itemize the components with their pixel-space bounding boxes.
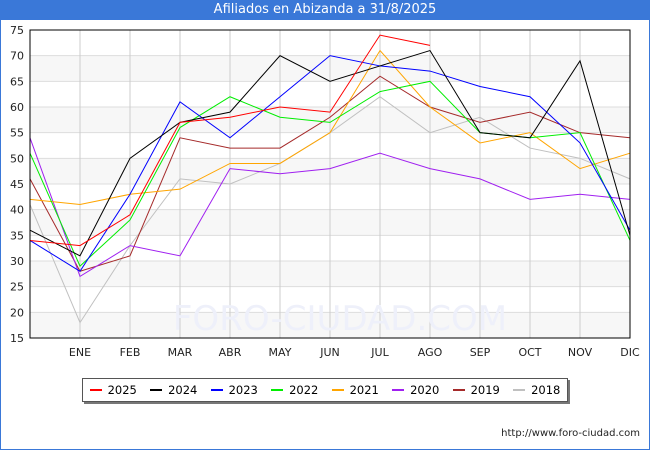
x-tick-label: DIC xyxy=(620,346,640,359)
legend-swatch xyxy=(513,389,526,391)
y-tick-label: 60 xyxy=(10,101,24,114)
legend-swatch xyxy=(89,389,102,391)
x-tick-label: JUN xyxy=(319,346,340,359)
legend-label: 2025 xyxy=(107,383,137,397)
series-line-2020 xyxy=(29,137,631,278)
legend-item-2019: 2019 xyxy=(452,383,500,397)
legend-item-2020: 2020 xyxy=(392,383,439,397)
legend-item-2018: 2018 xyxy=(513,383,560,397)
watermark: FORO-CIUDAD.COM xyxy=(173,299,507,339)
y-tick-label: 35 xyxy=(10,229,24,242)
y-tick-label: 20 xyxy=(10,306,24,319)
y-tick-label: 45 xyxy=(10,178,24,191)
legend-swatch xyxy=(271,389,284,391)
legend-label: 2023 xyxy=(228,383,258,397)
legend-swatch xyxy=(331,389,344,391)
legend-label: 2024 xyxy=(168,383,198,397)
y-tick-label: 25 xyxy=(10,281,24,294)
legend-swatch xyxy=(210,389,223,391)
series-line-2024 xyxy=(29,49,631,257)
legend-label: 2018 xyxy=(531,383,561,397)
legend-swatch xyxy=(452,389,465,391)
x-tick-label: SEP xyxy=(470,346,491,359)
legend-item-2024: 2024 xyxy=(150,383,197,397)
legend-item-2025: 2025 xyxy=(89,383,137,397)
chart-title: Afiliados en Abizanda a 31/8/2025 xyxy=(0,0,650,20)
x-tick-label: AGO xyxy=(418,346,443,359)
x-tick-label: JUL xyxy=(370,346,389,359)
series-line-2023 xyxy=(29,55,631,272)
y-tick-label: 15 xyxy=(10,332,24,345)
y-tick-label: 50 xyxy=(10,152,24,165)
x-tick-label: OCT xyxy=(518,346,541,359)
plot-border xyxy=(29,29,631,339)
legend-item-2021: 2021 xyxy=(331,383,379,397)
legend-label: 2022 xyxy=(289,383,319,397)
series-line-2025 xyxy=(29,34,431,247)
y-tick-label: 55 xyxy=(10,127,24,140)
x-tick-label: ENE xyxy=(69,346,91,359)
x-tick-label: NOV xyxy=(568,346,593,359)
legend-label: 2019 xyxy=(470,383,500,397)
y-tick-label: 65 xyxy=(10,75,24,88)
source-url[interactable]: http://www.foro-ciudad.com xyxy=(501,428,640,439)
series-line-2019 xyxy=(29,75,631,272)
x-tick-label: MAR xyxy=(168,346,193,359)
legend-label: 2021 xyxy=(349,383,379,397)
y-tick-label: 30 xyxy=(10,255,24,268)
legend-item-2022: 2022 xyxy=(271,383,318,397)
legend-swatch xyxy=(392,389,405,391)
y-tick-label: 75 xyxy=(10,24,24,37)
x-tick-label: ABR xyxy=(219,346,242,359)
x-tick-label: MAY xyxy=(269,346,292,359)
legend-item-2023: 2023 xyxy=(210,383,258,397)
legend-swatch xyxy=(150,389,163,391)
x-tick-label: FEB xyxy=(120,346,141,359)
y-tick-label: 40 xyxy=(10,204,24,217)
legend-label: 2020 xyxy=(410,383,440,397)
line-chart: 15 20 25 30 35 40 45 50 55 60 65 70 75 FORO-CIUDAD.CO… xyxy=(10,24,640,359)
y-tick-label: 70 xyxy=(10,50,24,63)
legend: 2025 2024 2023 2022 2021 2020 2019 2018 xyxy=(82,378,568,402)
